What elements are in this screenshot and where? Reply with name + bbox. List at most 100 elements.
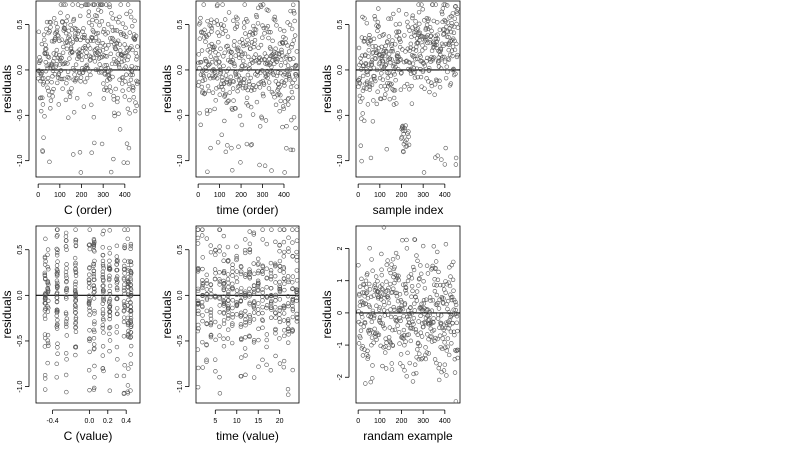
data-point	[285, 293, 291, 299]
data-point	[294, 227, 300, 232]
data-point	[445, 29, 450, 34]
data-point	[255, 69, 260, 75]
data-point	[64, 357, 69, 362]
data-point	[109, 61, 115, 67]
data-point	[100, 353, 106, 358]
data-point	[429, 54, 434, 60]
data-point	[388, 270, 393, 276]
data-point	[262, 57, 267, 62]
plot-frame	[195, 0, 300, 178]
data-point	[363, 381, 368, 386]
y-tick-label: 0.5	[177, 245, 184, 255]
y-tick-label: -2	[337, 374, 344, 380]
data-point	[51, 51, 56, 56]
data-point	[126, 320, 131, 325]
data-point	[273, 327, 278, 333]
data-point	[93, 35, 99, 40]
data-point	[112, 113, 117, 119]
data-point	[416, 319, 421, 324]
data-point	[226, 10, 232, 15]
data-point	[247, 229, 252, 234]
data-point	[365, 356, 370, 361]
data-point	[429, 339, 435, 344]
data-point	[221, 336, 226, 341]
data-point	[260, 304, 265, 310]
data-point	[92, 239, 97, 245]
data-point	[383, 350, 388, 355]
data-point	[277, 361, 283, 366]
data-point	[226, 291, 231, 297]
data-point	[388, 82, 393, 88]
data-point	[432, 82, 438, 87]
data-point	[361, 300, 366, 306]
data-point	[359, 346, 365, 351]
data-point	[127, 97, 132, 103]
data-point	[419, 334, 425, 339]
data-point	[366, 48, 371, 53]
data-point	[247, 81, 252, 87]
data-point	[279, 50, 284, 55]
data-point	[277, 308, 282, 313]
data-point	[204, 359, 209, 364]
data-point	[278, 98, 283, 104]
data-point	[100, 231, 105, 237]
data-point	[426, 79, 431, 84]
data-point	[394, 101, 399, 106]
data-point	[56, 102, 61, 107]
data-point	[213, 369, 218, 374]
data-point	[229, 340, 235, 346]
data-point	[287, 75, 292, 80]
data-point	[91, 387, 97, 392]
data-point	[282, 83, 287, 88]
data-point	[118, 32, 124, 37]
data-point	[367, 87, 372, 92]
data-point	[55, 227, 60, 232]
data-point	[251, 303, 257, 308]
data-point	[453, 155, 459, 161]
data-point	[401, 59, 407, 65]
data-point	[118, 48, 123, 53]
data-point	[208, 145, 213, 151]
data-point	[63, 310, 69, 315]
data-point	[234, 303, 240, 308]
data-point	[230, 262, 235, 267]
data-point	[264, 241, 269, 247]
data-point	[255, 278, 261, 283]
data-point	[246, 41, 251, 47]
data-point	[418, 263, 423, 268]
data-point	[196, 365, 201, 371]
data-point	[73, 310, 78, 315]
data-point	[357, 293, 362, 298]
data-point	[101, 27, 107, 32]
data-point	[243, 308, 248, 314]
data-point	[294, 287, 299, 292]
data-point	[107, 267, 112, 272]
data-point	[251, 283, 257, 289]
data-point	[451, 288, 456, 293]
data-point	[376, 289, 381, 295]
data-point	[445, 298, 451, 304]
data-point	[369, 343, 374, 348]
data-point	[446, 47, 451, 53]
data-point	[416, 283, 421, 288]
data-point	[395, 323, 400, 328]
data-point	[382, 313, 388, 318]
data-point	[286, 392, 291, 397]
data-point	[107, 304, 112, 310]
data-point	[202, 91, 208, 96]
data-point	[449, 48, 455, 53]
data-point	[94, 46, 100, 51]
data-point	[393, 64, 398, 70]
data-point	[261, 93, 266, 99]
data-point	[385, 309, 390, 314]
data-point	[433, 265, 438, 271]
data-point	[414, 41, 419, 46]
data-point	[418, 313, 423, 318]
data-point	[92, 311, 97, 316]
data-point	[118, 2, 123, 7]
data-point	[442, 162, 448, 167]
data-point	[128, 77, 134, 83]
data-point	[273, 239, 278, 244]
